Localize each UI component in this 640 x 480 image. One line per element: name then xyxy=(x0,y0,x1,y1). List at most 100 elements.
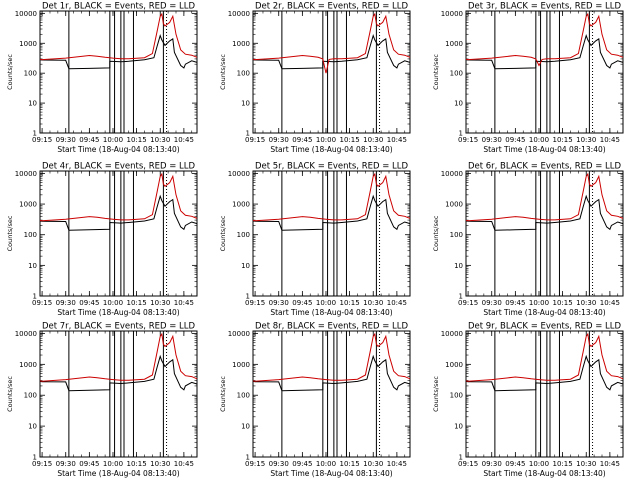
y-tick-label: 1000 xyxy=(445,361,463,369)
x-tick-label: 10:30 xyxy=(363,460,383,468)
x-tick-label: 10:45 xyxy=(174,460,194,468)
x-tick-label: 09:45 xyxy=(505,460,525,468)
series-lld xyxy=(252,332,411,382)
y-tick-label: 1000 xyxy=(19,40,37,48)
panel-7: Det 7r, BLACK = Events, RED = LLD 1 10 100 1… xyxy=(6,322,198,478)
y-tick-label: 100 xyxy=(237,70,250,78)
y-tick-label: 10000 xyxy=(441,170,463,178)
y-tick-label: 10000 xyxy=(228,330,250,338)
x-tick-label: 10:45 xyxy=(387,299,407,307)
x-axis-label: Start Time (18-Aug-04 08:13:40) xyxy=(483,469,605,478)
panel-8: Det 8r, BLACK = Events, RED = LLD 1 10 100 1… xyxy=(219,322,411,478)
x-tick-label: 10:45 xyxy=(174,299,194,307)
x-tick-label: 10:15 xyxy=(340,460,360,468)
x-tick-label: 09:15 xyxy=(32,299,52,307)
y-tick-label: 1 xyxy=(459,293,463,301)
plot-frame xyxy=(252,170,411,297)
x-tick-label: 10:15 xyxy=(127,460,147,468)
y-tick-label: 1000 xyxy=(232,361,250,369)
y-tick-label: 100 xyxy=(450,231,463,239)
series-lld xyxy=(39,12,198,61)
panel-title: Det 5r, BLACK = Events, RED = LLD xyxy=(255,162,409,172)
x-tick-label: 10:30 xyxy=(363,136,383,144)
x-tick-label: 09:30 xyxy=(482,460,502,468)
y-tick-label: 1000 xyxy=(232,201,250,209)
plot-frame xyxy=(465,170,624,297)
x-tick-label: 09:15 xyxy=(32,460,52,468)
x-tick-label: 09:30 xyxy=(56,299,76,307)
panel-2: Det 2r, BLACK = Events, RED = LLD 1 10 100 1… xyxy=(219,2,411,154)
series-lld xyxy=(252,12,411,74)
panel-4: Det 4r, BLACK = Events, RED = LLD 1 10 100 1… xyxy=(6,162,198,317)
x-tick-label: 09:15 xyxy=(32,136,52,144)
x-tick-label: 10:00 xyxy=(316,136,336,144)
x-tick-label: 10:15 xyxy=(127,136,147,144)
y-tick-label: 10000 xyxy=(15,170,37,178)
y-axis-label: Counts/sec xyxy=(6,215,14,251)
x-axis-label: Start Time (18-Aug-04 08:13:40) xyxy=(483,308,605,317)
y-tick-label: 10 xyxy=(241,262,250,270)
y-tick-label: 10000 xyxy=(228,10,250,18)
x-tick-label: 09:30 xyxy=(56,460,76,468)
series-events xyxy=(39,354,198,392)
x-tick-label: 09:45 xyxy=(292,460,312,468)
y-tick-label: 1000 xyxy=(19,201,37,209)
y-tick-label: 10 xyxy=(28,423,37,431)
x-tick-label: 10:45 xyxy=(387,136,407,144)
y-tick-label: 1 xyxy=(246,130,250,138)
x-tick-label: 10:30 xyxy=(576,460,596,468)
x-tick-label: 10:15 xyxy=(553,299,573,307)
series-events xyxy=(465,34,624,70)
x-tick-label: 09:30 xyxy=(269,299,289,307)
y-tick-label: 10 xyxy=(28,262,37,270)
plot-frame xyxy=(252,10,411,134)
y-axis-label: Counts/sec xyxy=(219,215,227,251)
y-tick-label: 100 xyxy=(24,231,37,239)
x-tick-label: 10:00 xyxy=(529,460,549,468)
x-tick-label: 09:30 xyxy=(482,299,502,307)
x-tick-label: 10:15 xyxy=(553,136,573,144)
x-tick-label: 10:00 xyxy=(316,299,336,307)
plot-frame xyxy=(39,330,198,458)
y-tick-label: 1 xyxy=(33,293,37,301)
x-axis-label: Start Time (18-Aug-04 08:13:40) xyxy=(270,308,392,317)
y-tick-label: 100 xyxy=(237,392,250,400)
x-tick-label: 10:45 xyxy=(174,136,194,144)
series-lld xyxy=(39,332,198,382)
x-tick-label: 10:15 xyxy=(340,299,360,307)
y-tick-label: 10000 xyxy=(441,330,463,338)
x-tick-label: 09:15 xyxy=(245,460,265,468)
panel-title: Det 2r, BLACK = Events, RED = LLD xyxy=(255,2,409,12)
y-tick-label: 10 xyxy=(454,100,463,108)
x-tick-label: 10:00 xyxy=(103,299,123,307)
x-tick-label: 10:15 xyxy=(340,136,360,144)
panel-title: Det 4r, BLACK = Events, RED = LLD xyxy=(42,162,196,172)
x-tick-label: 09:45 xyxy=(505,136,525,144)
plot-frame xyxy=(39,10,198,134)
x-tick-label: 10:00 xyxy=(316,460,336,468)
x-axis-label: Start Time (18-Aug-04 08:13:40) xyxy=(57,308,179,317)
panel-3: Det 3r, BLACK = Events, RED = LLD 1 10 100 1… xyxy=(432,2,624,154)
y-axis-label: Counts/sec xyxy=(6,54,14,90)
x-tick-label: 09:30 xyxy=(56,136,76,144)
y-tick-label: 10000 xyxy=(15,10,37,18)
y-tick-label: 1 xyxy=(459,454,463,462)
panel-6: Det 6r, BLACK = Events, RED = LLD 1 10 100 1… xyxy=(432,162,624,317)
y-tick-label: 1 xyxy=(33,454,37,462)
x-tick-label: 10:00 xyxy=(103,136,123,144)
y-tick-label: 1000 xyxy=(232,40,250,48)
panel-5: Det 5r, BLACK = Events, RED = LLD 1 10 100 1… xyxy=(219,162,411,317)
series-lld xyxy=(252,172,411,222)
x-tick-label: 09:45 xyxy=(79,136,99,144)
y-tick-label: 1 xyxy=(246,454,250,462)
x-tick-label: 10:00 xyxy=(529,299,549,307)
x-axis-label: Start Time (18-Aug-04 08:13:40) xyxy=(483,145,605,154)
x-tick-label: 09:15 xyxy=(458,136,478,144)
x-axis-label: Start Time (18-Aug-04 08:13:40) xyxy=(57,145,179,154)
x-tick-label: 09:30 xyxy=(269,460,289,468)
x-tick-label: 09:30 xyxy=(269,136,289,144)
x-axis-label: Start Time (18-Aug-04 08:13:40) xyxy=(270,469,392,478)
x-axis-label: Start Time (18-Aug-04 08:13:40) xyxy=(57,469,179,478)
y-tick-label: 10000 xyxy=(228,170,250,178)
x-axis-label: Start Time (18-Aug-04 08:13:40) xyxy=(270,145,392,154)
